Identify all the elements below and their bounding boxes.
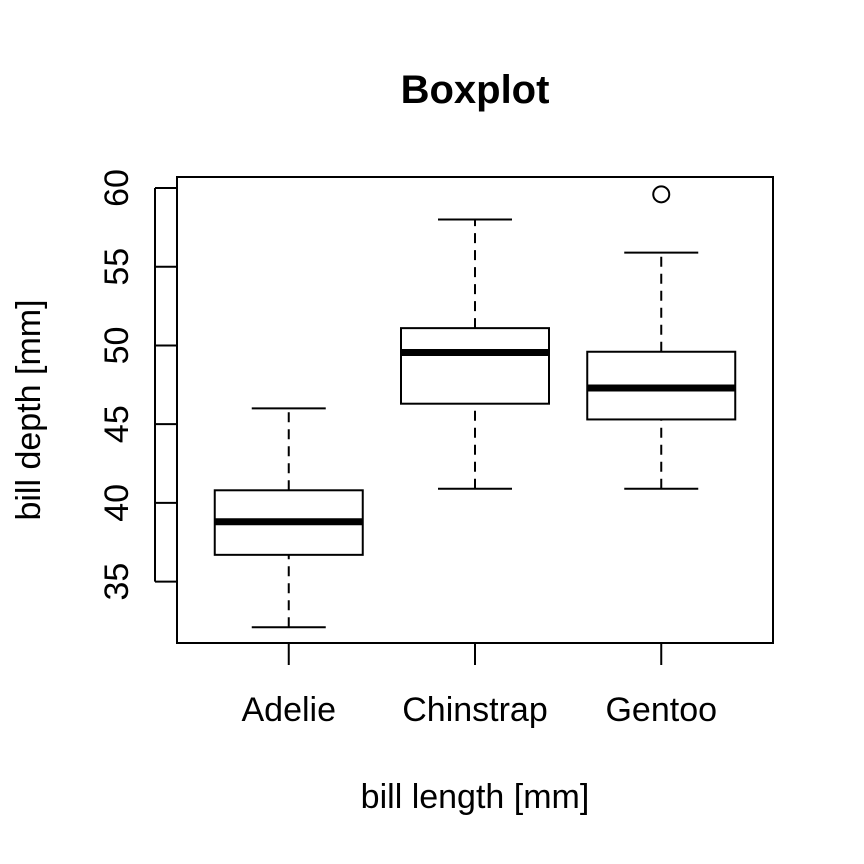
plot-area-border — [176, 176, 774, 644]
y-tick-label: 60 — [98, 169, 136, 207]
x-tick-label: Chinstrap — [402, 691, 548, 729]
x-tick-label: Adelie — [241, 691, 336, 729]
y-tick-label: 55 — [98, 248, 136, 286]
box-gentoo — [586, 185, 737, 490]
x-axis: Adelie Chinstrap Gentoo — [241, 643, 717, 729]
box-adelie — [213, 407, 364, 629]
x-axis-label: bill length [mm] — [361, 778, 590, 816]
y-axis: 35 40 45 50 55 60 — [98, 169, 177, 601]
x-tick-label: Gentoo — [605, 691, 717, 729]
y-tick-label: 45 — [98, 405, 136, 443]
box-chinstrap — [400, 218, 550, 490]
y-axis-label: bill depth [mm] — [10, 299, 48, 520]
chart-title: Boxplot — [401, 68, 550, 112]
outlier-point — [652, 185, 671, 204]
iqr-box — [400, 327, 550, 405]
y-tick-label: 40 — [98, 484, 136, 522]
boxes-group — [213, 185, 737, 629]
y-tick-label: 35 — [98, 563, 136, 601]
y-tick-label: 50 — [98, 327, 136, 365]
